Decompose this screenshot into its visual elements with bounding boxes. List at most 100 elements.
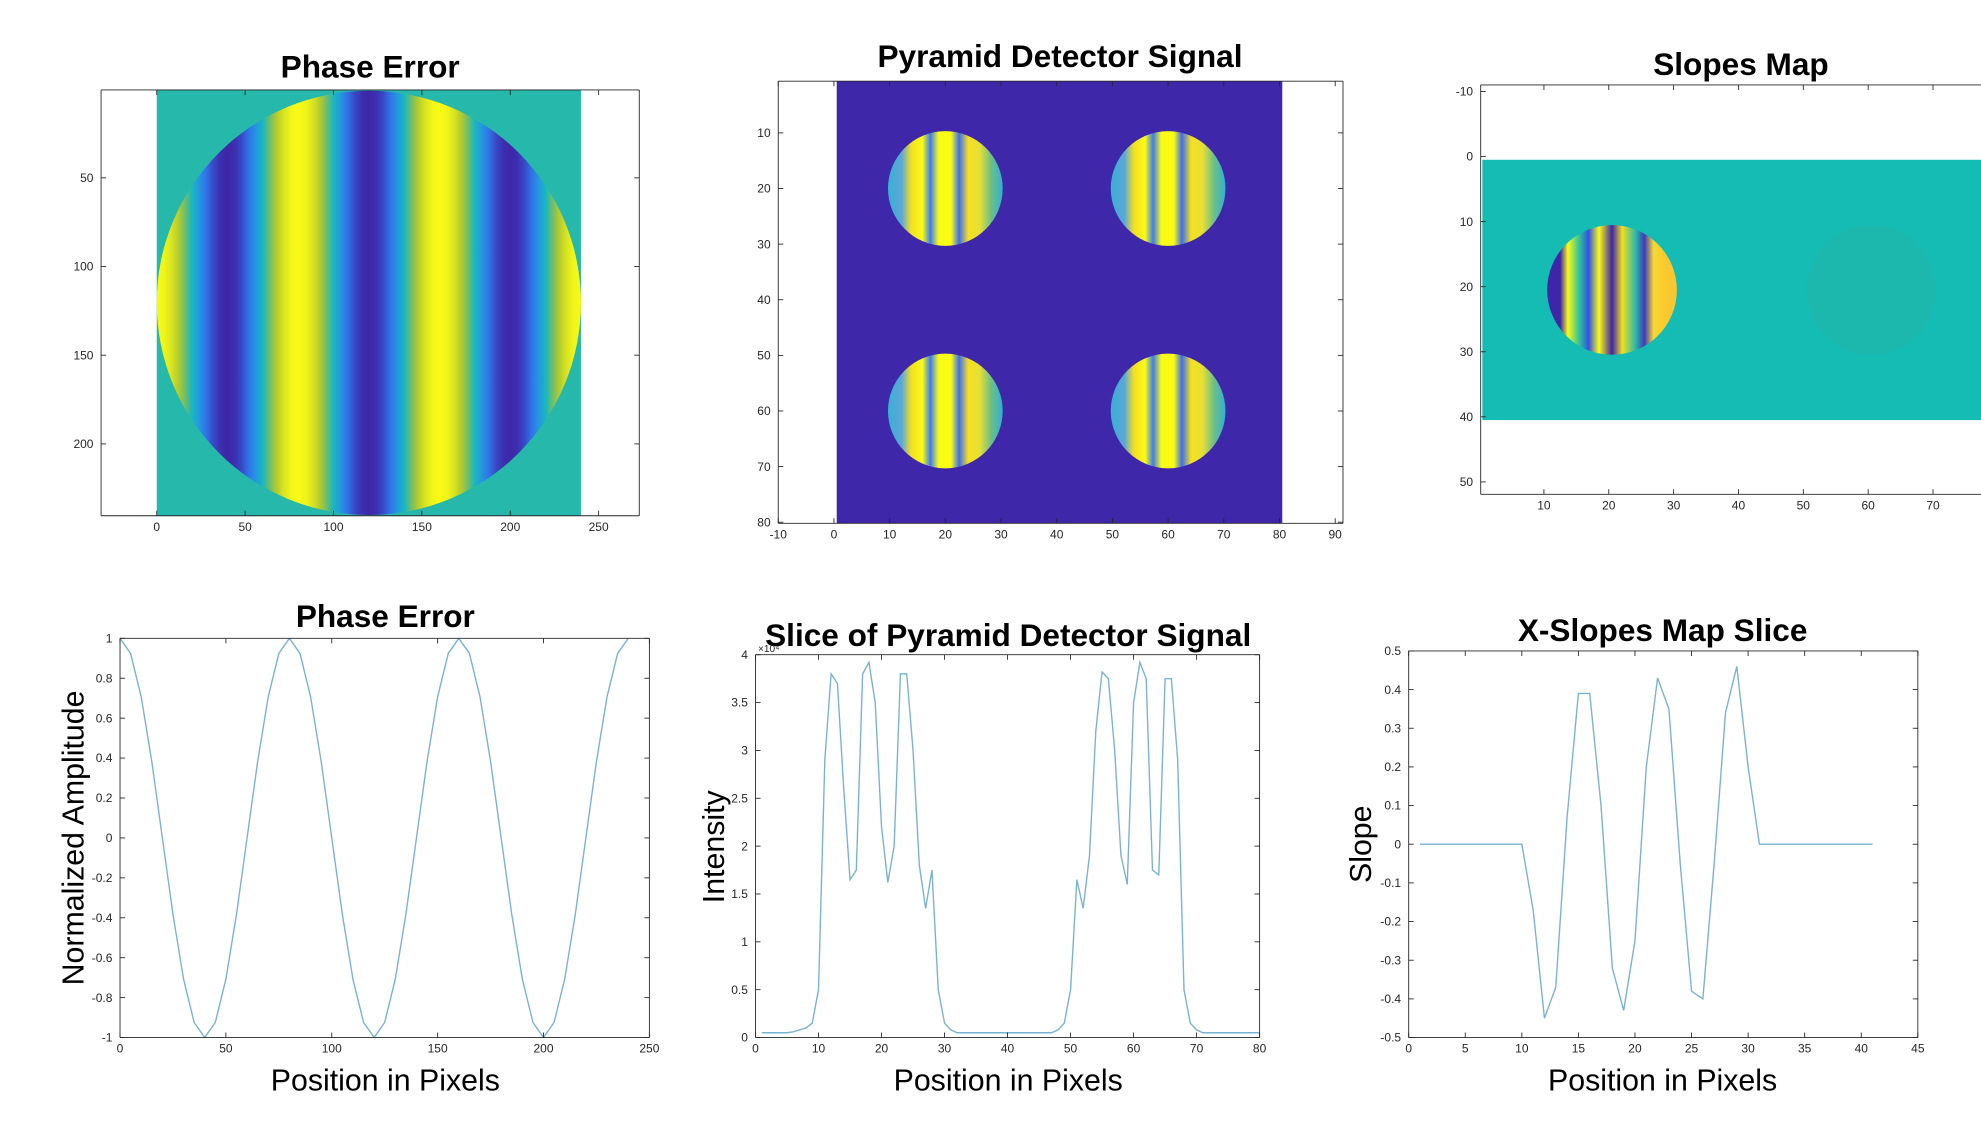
x-tick-label: 80 <box>1273 527 1287 541</box>
y-tick-label: 1.5 <box>731 887 748 901</box>
y-tick-label: 0.6 <box>96 711 113 725</box>
y-tick-label: 30 <box>757 237 771 251</box>
y-tick-label: 0 <box>1466 150 1473 164</box>
x-tick-label: 60 <box>1861 498 1875 512</box>
x-tick-label: 50 <box>1106 527 1120 541</box>
y-tick-label: 0 <box>1394 837 1401 851</box>
y-tick-label: 200 <box>73 437 93 451</box>
y-tick-label: 0.8 <box>96 671 113 685</box>
image-pupil <box>156 90 581 515</box>
chart-title: Pyramid Detector Signal <box>877 38 1242 74</box>
x-tick-label: 40 <box>1855 1042 1869 1056</box>
x-tick-label: 200 <box>533 1042 553 1056</box>
y-tick-label: -0.6 <box>92 951 113 965</box>
y-tick-label: 0.4 <box>1384 683 1401 697</box>
y-tick-label: 70 <box>757 460 771 474</box>
x-tick-label: 100 <box>322 1042 342 1056</box>
plot-area <box>1482 159 1981 421</box>
x-tick-label: 100 <box>323 520 343 534</box>
y-axis-label: Intensity <box>698 789 731 903</box>
y-tick-label: -0.3 <box>1380 953 1401 967</box>
plot-area <box>120 638 629 1038</box>
x-tick-label: 200 <box>500 520 520 534</box>
x-tick-label: 40 <box>1732 498 1746 512</box>
x-tick-label: 0 <box>117 1042 124 1056</box>
y-tick-label: 0 <box>106 831 113 845</box>
y-tick-label: -0.4 <box>1380 992 1401 1006</box>
x-tick-label: 15 <box>1572 1042 1586 1056</box>
plot-area <box>836 81 1283 524</box>
y-tick-label: 40 <box>757 293 771 307</box>
y-tick-label: -0.4 <box>92 911 113 925</box>
x-tick-label: 25 <box>1685 1042 1699 1056</box>
y-tick-label: 10 <box>757 126 771 140</box>
y-tick-label: 0.2 <box>96 791 113 805</box>
x-tick-label: 40 <box>1050 527 1064 541</box>
y-tick-label: 30 <box>1460 345 1474 359</box>
panel: 0 50 100 150 200 250 50 100 150 200 Phase Error <box>73 48 640 534</box>
y-tick-label: 4 <box>741 648 748 662</box>
chart-title: Phase Error <box>281 48 460 84</box>
panel: -10 0 10 20 30 40 50 60 70 80 90 10 20 30 40 50 60 70 80 Py… <box>757 38 1344 541</box>
y-tick-label: -0.2 <box>92 871 113 885</box>
y-multiplier: ×10⁴ <box>758 644 779 655</box>
x-tick-label: 10 <box>812 1042 826 1056</box>
y-tick-label: 100 <box>73 260 93 274</box>
plot-area <box>1420 666 1873 1019</box>
image-pupil <box>1547 225 1677 355</box>
y-tick-label: -0.1 <box>1380 876 1401 890</box>
x-tick-label: 50 <box>219 1042 233 1056</box>
chart-title: Slopes Map <box>1653 46 1828 82</box>
x-tick-label: 70 <box>1926 498 1940 512</box>
x-tick-label: 60 <box>1127 1042 1141 1056</box>
plot-area <box>761 659 1260 1034</box>
x-tick-label: 30 <box>938 1042 952 1056</box>
y-tick-label: 40 <box>1460 410 1474 424</box>
y-tick-label: 1 <box>741 935 748 949</box>
plot-area <box>156 89 581 516</box>
y-tick-label: 3.5 <box>731 696 748 710</box>
x-axis-label: Position in Pixels <box>271 1065 500 1098</box>
image-pupil <box>1110 131 1226 246</box>
x-tick-label: 150 <box>412 520 432 534</box>
x-axis-label: Position in Pixels <box>894 1065 1123 1098</box>
x-axis-label: Position in Pixels <box>1548 1065 1777 1098</box>
image-pupil <box>1110 353 1226 469</box>
x-tick-label: 20 <box>1602 498 1616 512</box>
x-tick-label: 35 <box>1798 1042 1812 1056</box>
x-tick-label: 50 <box>238 520 252 534</box>
x-tick-label: 0 <box>1405 1042 1412 1056</box>
y-tick-label: 0.2 <box>1384 760 1401 774</box>
image-pupil <box>887 131 1003 246</box>
y-tick-label: 0.3 <box>1384 721 1401 735</box>
x-tick-label: 0 <box>831 527 838 541</box>
y-tick-label: 50 <box>80 171 94 185</box>
panel: 10 20 30 40 50 60 70 -10 0 10 20 30 40 50 Slopes Map <box>1456 46 1981 512</box>
y-axis-label: Normalized Amplitude <box>57 690 90 985</box>
y-tick-label: -10 <box>1456 85 1474 99</box>
y-tick-label: 60 <box>757 404 771 418</box>
y-tick-label: 50 <box>1460 475 1474 489</box>
panel: 0 5 10 15 20 25 30 35 40 45 -0.5 -0.4 -0.3 -0.2 -0.1 0 0… <box>1345 612 1925 1098</box>
x-tick-label: 10 <box>1537 498 1551 512</box>
y-tick-label: 10 <box>1460 215 1474 229</box>
y-axis-label: Slope <box>1345 805 1378 883</box>
panel: 0 10 20 30 40 50 60 70 80 0 0.5 1 1.5 2 2.5 3 3.5 4 Slice … <box>698 617 1267 1098</box>
y-tick-label: 150 <box>73 348 93 362</box>
x-tick-label: 150 <box>428 1042 448 1056</box>
image-pupil <box>1806 225 1937 355</box>
chart-title: X-Slopes Map Slice <box>1518 612 1808 648</box>
chart-title: Phase Error <box>296 598 475 634</box>
y-tick-label: -0.5 <box>1380 1031 1401 1045</box>
y-tick-label: -0.2 <box>1380 915 1401 929</box>
y-tick-label: 3 <box>741 744 748 758</box>
x-tick-label: 250 <box>589 520 609 534</box>
x-tick-label: 90 <box>1329 527 1343 541</box>
x-tick-label: 60 <box>1161 527 1175 541</box>
x-tick-label: 50 <box>1064 1042 1078 1056</box>
y-tick-label: 50 <box>757 349 771 363</box>
y-tick-label: 80 <box>757 515 771 529</box>
data-line <box>120 638 629 1038</box>
